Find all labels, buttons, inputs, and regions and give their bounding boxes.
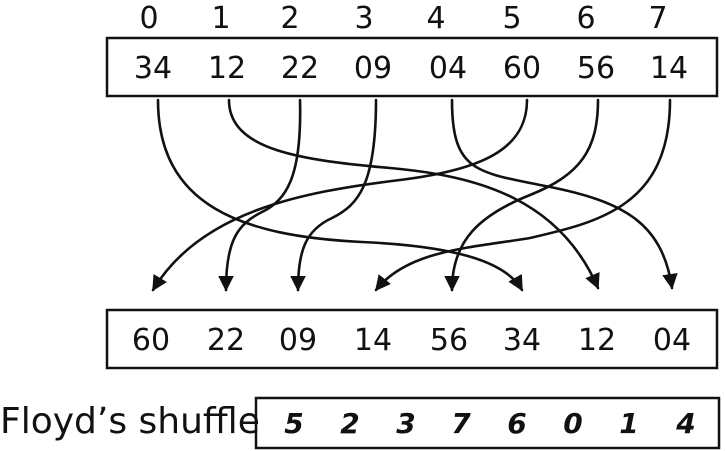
output-value: 04 [653, 323, 691, 358]
shuffle-value: 6 [507, 407, 526, 440]
input-value: 34 [134, 51, 172, 86]
input-value: 09 [354, 51, 392, 86]
arrow-1-to-6 [227, 98, 600, 290]
index-label: 5 [502, 1, 521, 36]
shuffle-value: 7 [451, 407, 471, 440]
shuffle-value: 5 [284, 407, 303, 440]
shuffle-label: Floyd’s shuffle [0, 401, 260, 442]
index-label: 6 [576, 1, 595, 36]
arrow-0-to-5 [156, 98, 524, 292]
input-value: 56 [577, 51, 615, 86]
output-value: 60 [132, 323, 170, 358]
output-array-box [105, 308, 719, 370]
input-array: 34 12 22 09 04 60 56 14 [134, 51, 688, 86]
shuffle-value: 0 [563, 407, 582, 440]
shuffle-array: 5 2 3 7 6 0 1 4 [284, 407, 695, 440]
output-value: 14 [354, 323, 392, 358]
input-value: 60 [503, 51, 541, 86]
arrow-2-to-1 [218, 98, 302, 292]
input-value: 12 [208, 51, 246, 86]
output-value: 56 [430, 323, 468, 358]
index-label: 3 [354, 1, 373, 36]
shuffle-value: 1 [619, 407, 638, 440]
output-value: 34 [503, 323, 541, 358]
shuffle-value: 4 [675, 407, 695, 440]
shuffle-box [254, 396, 721, 450]
arrow-7-to-3 [374, 98, 672, 292]
shuffle-value: 3 [396, 407, 415, 440]
input-value: 22 [281, 51, 319, 86]
mapping-arrows [151, 98, 678, 292]
index-label: 0 [139, 1, 158, 36]
arrow-5-to-0 [151, 98, 529, 292]
input-value: 04 [429, 51, 467, 86]
index-row: 0 1 2 3 4 5 6 7 [139, 1, 667, 36]
input-array-box [105, 36, 719, 98]
shuffle-value: 2 [340, 407, 359, 440]
index-label: 1 [211, 1, 230, 36]
output-value: 22 [207, 323, 245, 358]
output-value: 09 [279, 323, 317, 358]
output-value: 12 [578, 323, 616, 358]
arrow-6-to-4 [444, 98, 600, 292]
index-label: 7 [648, 1, 667, 36]
arrow-4-to-7 [450, 98, 678, 290]
arrow-3-to-2 [290, 98, 378, 292]
output-array: 60 22 09 14 56 34 12 04 [132, 323, 691, 358]
input-value: 14 [650, 51, 688, 86]
index-label: 4 [426, 1, 445, 36]
index-label: 2 [280, 1, 299, 36]
